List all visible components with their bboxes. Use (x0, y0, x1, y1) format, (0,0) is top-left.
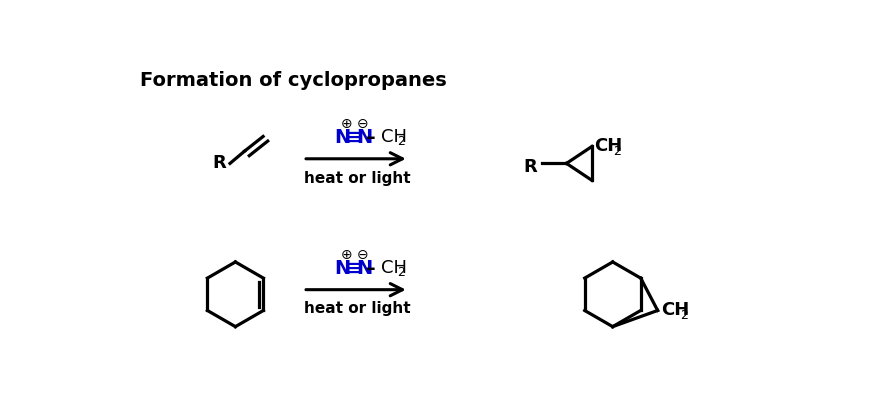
Text: CH: CH (381, 259, 407, 277)
Text: 2: 2 (613, 145, 621, 157)
Text: N: N (356, 128, 372, 147)
Text: CH: CH (661, 301, 689, 319)
Text: ⊕: ⊕ (341, 248, 353, 262)
Text: R: R (212, 154, 226, 172)
Text: 2: 2 (397, 266, 405, 279)
Text: 2: 2 (680, 309, 688, 322)
Text: N: N (334, 128, 350, 147)
Text: N: N (334, 259, 350, 278)
Text: –: – (366, 259, 376, 278)
Text: ⊖: ⊖ (356, 248, 368, 262)
Text: Formation of cyclopropanes: Formation of cyclopropanes (140, 71, 446, 90)
Text: ⊕: ⊕ (341, 117, 353, 131)
Text: 2: 2 (397, 135, 405, 148)
Text: CH: CH (381, 128, 407, 146)
Text: heat or light: heat or light (304, 302, 410, 316)
Text: heat or light: heat or light (304, 171, 410, 186)
Text: ≡: ≡ (345, 128, 362, 147)
Text: ⊖: ⊖ (356, 117, 368, 131)
Text: –: – (366, 128, 376, 147)
Text: R: R (524, 158, 538, 176)
Text: N: N (356, 259, 372, 278)
Text: ≡: ≡ (345, 259, 362, 278)
Text: CH: CH (594, 137, 622, 154)
